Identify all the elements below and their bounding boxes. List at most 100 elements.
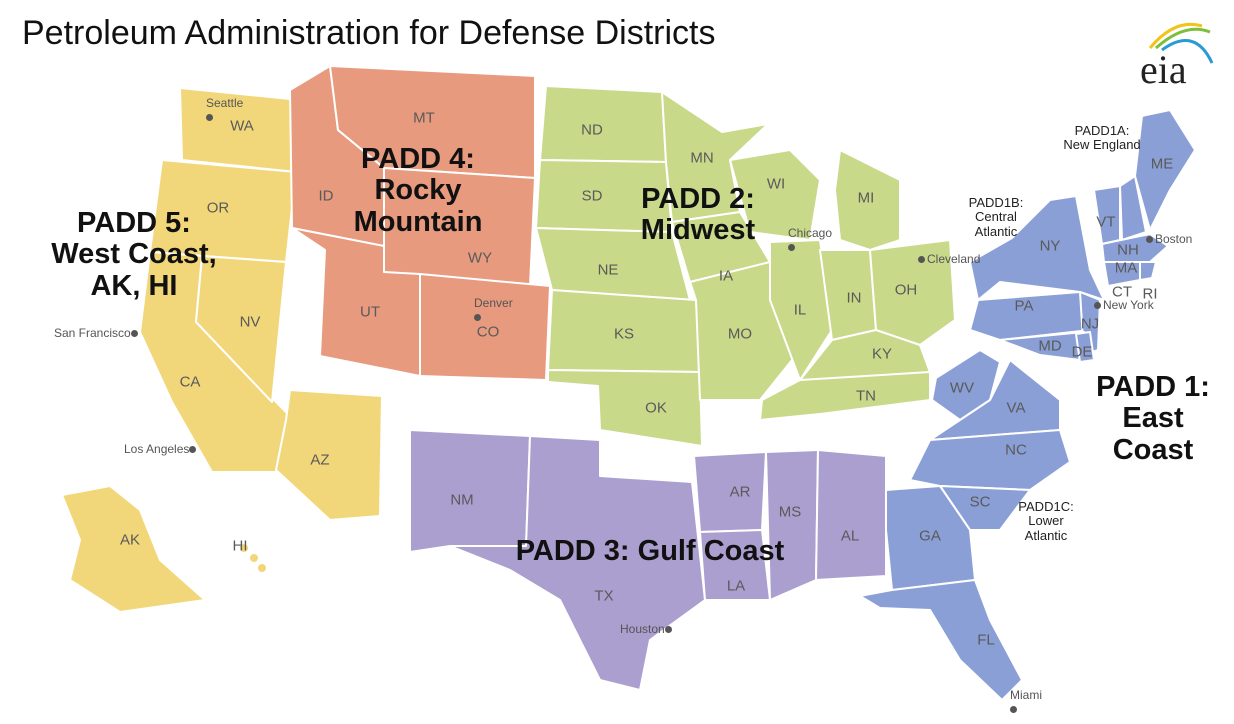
state-label-wa: WA [230, 117, 254, 135]
state-nh [1119, 175, 1147, 241]
state-ok [547, 369, 703, 447]
city-san-francisco: San Francisco [54, 326, 140, 340]
state-de [1075, 331, 1095, 363]
state-label-nc: NC [1005, 441, 1027, 459]
state-ak [61, 485, 206, 613]
state-label-ks: KS [613, 325, 635, 343]
city-dot-icon [206, 114, 213, 122]
state-fl [859, 579, 1023, 701]
state-label-mt: MT [413, 109, 435, 127]
padd3-region [409, 429, 887, 691]
subdistrict-label: PADD1A: New England [1063, 123, 1141, 153]
city-dot-icon [1094, 302, 1101, 310]
state-label-ms: MS [778, 503, 802, 521]
city-dot-icon [918, 256, 925, 264]
state-mn [661, 91, 769, 223]
state-label-oh: OH [894, 281, 918, 299]
state-label-az: AZ [310, 451, 330, 469]
city-cleveland: Cleveland [918, 252, 980, 266]
state-label-ct: CT [1112, 283, 1132, 301]
city-dot-icon [1146, 236, 1153, 244]
state-label-ca: CA [179, 373, 201, 391]
city-chicago: Chicago [788, 226, 832, 254]
state-label-sc: SC [969, 493, 991, 511]
state-label-ny: NY [1039, 237, 1061, 255]
state-az [275, 389, 383, 521]
city-denver: Denver [474, 296, 513, 324]
state-label-ut: UT [360, 303, 380, 321]
state-label-nv: NV [239, 313, 261, 331]
map-title: Petroleum Administration for Defense Dis… [22, 14, 716, 52]
state-label-ok: OK [645, 399, 667, 417]
state-ri [1139, 261, 1157, 281]
state-label-me: ME [1150, 155, 1174, 173]
state-label-in: IN [846, 289, 862, 307]
state-label-ga: GA [919, 527, 941, 545]
state-label-ma: MA [1114, 259, 1138, 277]
state-label-mn: MN [690, 149, 714, 167]
state-hi [238, 542, 250, 554]
state-label-mo: MO [727, 325, 753, 343]
state-label-la: LA [726, 577, 746, 595]
city-houston: Houston [620, 622, 674, 636]
city-dot-icon [1010, 706, 1017, 714]
state-label-al: AL [840, 527, 860, 545]
state-label-wv: WV [949, 379, 975, 397]
city-dot-icon [664, 626, 672, 634]
state-label-pa: PA [1014, 297, 1034, 315]
state-label-ar: AR [729, 483, 751, 501]
state-wi [729, 149, 821, 241]
state-label-sd: SD [581, 187, 603, 205]
city-dot-icon [189, 446, 197, 454]
state-label-ne: NE [597, 261, 619, 279]
state-nv [195, 255, 287, 403]
state-label-ky: KY [871, 345, 893, 363]
state-co [419, 273, 551, 381]
state-label-nj: NJ [1080, 315, 1100, 333]
city-dot-icon [130, 330, 138, 338]
state-label-nd: ND [581, 121, 603, 139]
state-label-mi: MI [857, 189, 875, 207]
state-tn [759, 371, 931, 421]
state-label-ia: IA [718, 267, 734, 285]
state-label-hi: HI [232, 537, 248, 555]
state-oh [869, 239, 956, 346]
state-tx [449, 435, 706, 691]
padd2-label: PADD 2: Midwest [640, 183, 756, 247]
state-label-tx: TX [594, 587, 614, 605]
padd3-label: PADD 3: Gulf Coast [515, 535, 785, 567]
state-ms [765, 449, 819, 601]
padd4-label: PADD 4: Rocky Mountain [353, 143, 483, 238]
state-il [769, 239, 833, 381]
state-label-wi: WI [766, 175, 786, 193]
state-label-nm: NM [450, 491, 474, 509]
state-label-nh: NH [1117, 241, 1139, 259]
state-label-il: IL [793, 301, 807, 319]
state-label-md: MD [1038, 337, 1062, 355]
state-label-va: VA [1006, 399, 1026, 417]
state-label-fl: FL [977, 631, 995, 649]
state-al [815, 449, 887, 581]
city-boston: Boston [1146, 232, 1192, 246]
state-label-de: DE [1071, 343, 1093, 361]
padd4-region [289, 65, 551, 381]
state-label-ak: AK [119, 531, 141, 549]
padd1-label: PADD 1: East Coast [1096, 371, 1210, 466]
state-label-or: OR [206, 199, 230, 217]
padd5-label: PADD 5: West Coast, AK, HI [51, 207, 217, 302]
subdistrict-label: PADD1C: Lower Atlantic [1018, 499, 1074, 543]
city-miami: Miami [1010, 688, 1042, 716]
state-label-vt: VT [1096, 213, 1116, 231]
subdistrict-label: PADD1B: Central Atlantic [968, 195, 1024, 239]
city-seattle: Seattle [206, 96, 243, 124]
state-label-tn: TN [856, 387, 876, 405]
city-new-york: New York [1094, 298, 1154, 312]
state-label-wy: WY [467, 249, 493, 267]
state-label-co: CO [476, 323, 500, 341]
padd5-region [61, 87, 383, 613]
state-me [1134, 109, 1196, 231]
state-label-id: ID [318, 187, 334, 205]
state-label-ri: RI [1142, 285, 1158, 303]
